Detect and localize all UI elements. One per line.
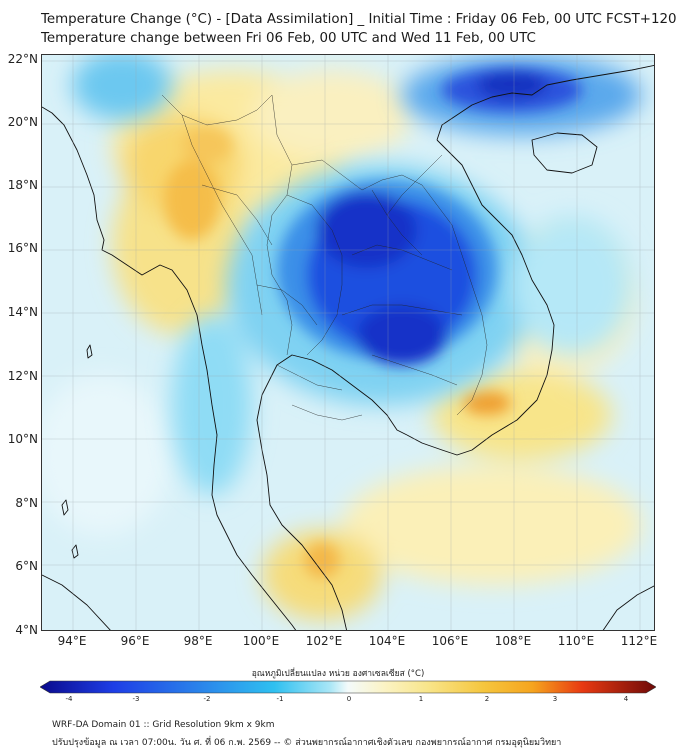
- colorbar: [39, 679, 657, 694]
- lon-label-108e: 108°E: [494, 634, 532, 648]
- colorbar-tick: -2: [203, 695, 211, 703]
- lon-label-104e: 104°E: [368, 634, 406, 648]
- colorbar-tick: 2: [484, 695, 490, 703]
- colorbar-title: อุณหภูมิเปลี่ยนแปลง หน่วย องศาเซลเซียส (…: [251, 669, 425, 679]
- colorbar-tick: -4: [65, 695, 73, 703]
- footer-credit: ปรับปรุงข้อมูล ณ เวลา 07:00น. วัน ศ. ที่…: [52, 738, 562, 748]
- lat-label-20n: 20°N: [7, 115, 38, 129]
- temperature-map: [41, 54, 655, 631]
- colorbar-tick: 3: [552, 695, 558, 703]
- colorbar-tick: 1: [418, 695, 424, 703]
- lon-label-112e: 112°E: [620, 634, 658, 648]
- lat-label-10n: 10°N: [7, 432, 38, 446]
- lat-label-18n: 18°N: [7, 178, 38, 192]
- lat-label-16n: 16°N: [7, 241, 38, 255]
- lon-label-98e: 98°E: [183, 634, 213, 648]
- colorbar-tick: -3: [132, 695, 140, 703]
- lat-label-14n: 14°N: [7, 305, 38, 319]
- lat-label-6n: 6°N: [15, 559, 38, 573]
- colorbar-tick: 0: [346, 695, 352, 703]
- lat-label-12n: 12°N: [7, 369, 38, 383]
- lat-label-22n: 22°N: [7, 52, 38, 66]
- lon-label-94e: 94°E: [57, 634, 87, 648]
- lat-label-8n: 8°N: [15, 496, 38, 510]
- lon-label-110e: 110°E: [557, 634, 595, 648]
- map-title: Temperature Change (°C) - [Data Assimila…: [41, 12, 676, 27]
- colorbar-tick: -1: [276, 695, 284, 703]
- lat-label-4n: 4°N: [15, 623, 38, 637]
- lon-label-100e: 100°E: [242, 634, 280, 648]
- footer-model-info: WRF-DA Domain 01 :: Grid Resolution 9km …: [52, 720, 275, 730]
- lon-label-106e: 106°E: [431, 634, 469, 648]
- lon-label-102e: 102°E: [305, 634, 343, 648]
- lon-label-96e: 96°E: [120, 634, 150, 648]
- map-subtitle: Temperature change between Fri 06 Feb, 0…: [41, 31, 536, 46]
- colorbar-tick: 4: [623, 695, 629, 703]
